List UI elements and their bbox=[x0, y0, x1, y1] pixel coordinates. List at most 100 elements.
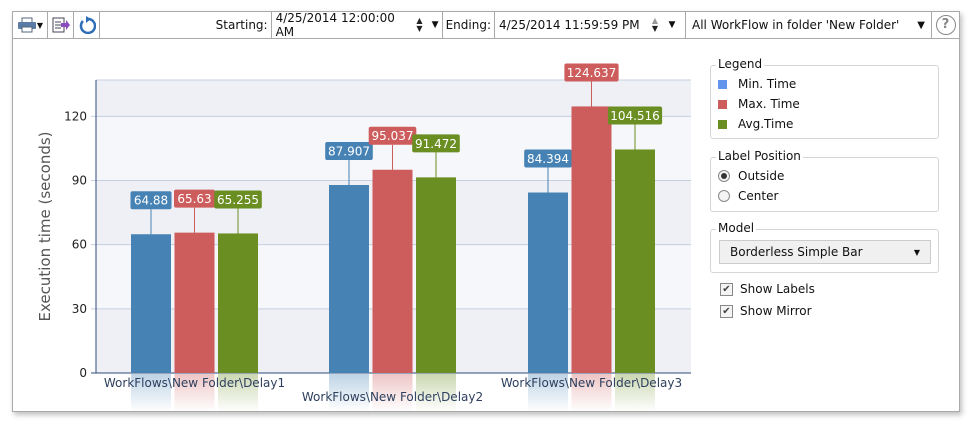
export-icon bbox=[52, 17, 70, 33]
options: ✔ Show Labels ✔ Show Mirror bbox=[713, 278, 815, 322]
refresh-icon bbox=[79, 16, 96, 34]
y-tick-label: 30 bbox=[72, 302, 87, 316]
ending-datetime-picker[interactable]: 4/25/2014 11:59:59 PM ▲ ▼ ▼ bbox=[494, 11, 686, 39]
toolbar: ▼ Starting: 4/25/2014 12:00:00 AM ▲ ▼ ▼ En… bbox=[13, 11, 959, 39]
radio-outside[interactable]: Outside bbox=[711, 166, 938, 186]
printer-icon bbox=[17, 17, 36, 33]
spinner-icon[interactable]: ▲ ▼ bbox=[651, 16, 659, 33]
checkmark-icon[interactable]: ✔ bbox=[720, 282, 733, 296]
radio-label: Center bbox=[738, 189, 779, 203]
y-tick-label: 120 bbox=[64, 109, 87, 123]
data-label-box bbox=[368, 126, 417, 145]
y-axis-title: Execution time (seconds) bbox=[36, 131, 54, 321]
bar-mirror bbox=[528, 374, 568, 412]
model-value: Borderless Simple Bar bbox=[730, 245, 863, 259]
refresh-button[interactable] bbox=[74, 11, 100, 39]
y-tick-label: 60 bbox=[72, 238, 87, 252]
data-label: 124.637 bbox=[567, 66, 617, 80]
data-label-box bbox=[564, 63, 619, 82]
legend-swatch bbox=[718, 119, 727, 129]
chevron-down-icon: ▼ bbox=[36, 20, 44, 30]
label-position-title: Label Position bbox=[716, 149, 803, 163]
ending-value[interactable]: 4/25/2014 11:59:59 PM bbox=[499, 18, 640, 32]
export-button[interactable] bbox=[48, 11, 74, 39]
data-label-box bbox=[607, 106, 663, 125]
radio-label: Outside bbox=[738, 169, 785, 183]
bar[interactable] bbox=[416, 177, 456, 373]
label-position-panel: Label Position Outside Center bbox=[710, 149, 939, 212]
x-tick-label: WorkFlows\New Folder\Delay2 bbox=[302, 390, 483, 404]
bar-mirror bbox=[372, 374, 413, 412]
bar[interactable] bbox=[372, 169, 413, 373]
data-label: 84.394 bbox=[527, 152, 569, 166]
model-panel: Model Borderless Simple Bar ▼ bbox=[710, 221, 939, 273]
chart-window: ▼ Starting: 4/25/2014 12:00:00 AM ▲ ▼ ▼ En… bbox=[12, 11, 960, 412]
data-label: 64.88 bbox=[134, 194, 168, 208]
show-labels-checkbox[interactable]: ✔ Show Labels bbox=[713, 278, 815, 300]
data-label-box bbox=[412, 134, 460, 153]
show-mirror-checkbox[interactable]: ✔ Show Mirror bbox=[713, 300, 815, 322]
radio-center[interactable]: Center bbox=[711, 186, 938, 206]
bar-chart: 0 30 60 90 120 Execution time (seconds) 64.88 6… bbox=[36, 63, 691, 412]
bar-mirror bbox=[615, 374, 655, 412]
data-label: 65.63 bbox=[177, 192, 211, 206]
x-tick-label: WorkFlows\New Folder\Delay1 bbox=[104, 376, 285, 390]
chevron-down-icon: ▼ bbox=[913, 247, 920, 257]
legend-label: Avg.Time bbox=[738, 117, 794, 131]
radio-button[interactable] bbox=[718, 190, 730, 202]
y-tick-label: 90 bbox=[72, 174, 87, 188]
data-label-box bbox=[325, 141, 373, 160]
workflow-filter-value: All WorkFlow in folder 'New Folder' bbox=[692, 18, 900, 32]
radio-button[interactable] bbox=[718, 170, 730, 182]
bar-mirror bbox=[571, 374, 612, 412]
bar[interactable] bbox=[218, 233, 258, 373]
data-label: 65.255 bbox=[217, 193, 259, 207]
legend-swatch bbox=[718, 79, 727, 89]
workflow-filter-dropdown[interactable]: All WorkFlow in folder 'New Folder' ▼ bbox=[686, 11, 932, 39]
chevron-down-icon[interactable]: ▼ bbox=[431, 20, 439, 30]
bar[interactable] bbox=[329, 184, 369, 373]
legend-panel: Legend Min. Time Max. Time Avg.Time bbox=[710, 57, 939, 139]
help-button[interactable]: ? bbox=[932, 15, 959, 35]
starting-datetime-picker[interactable]: 4/25/2014 12:00:00 AM ▲ ▼ ▼ bbox=[270, 11, 443, 39]
legend-item: Min. Time bbox=[711, 74, 938, 94]
print-button[interactable]: ▼ bbox=[13, 11, 48, 39]
legend-label: Max. Time bbox=[738, 97, 800, 111]
legend-item: Max. Time bbox=[711, 94, 938, 114]
data-label-box bbox=[174, 189, 215, 208]
bar[interactable] bbox=[528, 192, 568, 373]
chevron-down-icon: ▼ bbox=[917, 19, 925, 31]
checkmark-icon[interactable]: ✔ bbox=[720, 304, 733, 318]
data-label: 104.516 bbox=[610, 109, 660, 123]
starting-value[interactable]: 4/25/2014 12:00:00 AM bbox=[275, 11, 395, 39]
legend-item: Avg.Time bbox=[711, 114, 938, 134]
bar[interactable] bbox=[174, 232, 215, 373]
show-mirror-label: Show Mirror bbox=[740, 304, 812, 318]
data-label-box bbox=[214, 190, 262, 209]
ending-label: Ending: bbox=[445, 18, 491, 32]
bar-mirror bbox=[416, 374, 456, 412]
data-label-box bbox=[524, 149, 572, 168]
model-dropdown[interactable]: Borderless Simple Bar ▼ bbox=[719, 240, 931, 264]
y-tick-label: 0 bbox=[79, 366, 87, 380]
spinner-icon[interactable]: ▲ ▼ bbox=[416, 16, 423, 33]
bar-mirror bbox=[218, 374, 258, 412]
legend-label: Min. Time bbox=[738, 77, 797, 91]
legend-title: Legend bbox=[716, 57, 765, 71]
model-title: Model bbox=[716, 221, 757, 235]
x-tick-label: WorkFlows\New Folder\Delay3 bbox=[501, 376, 682, 390]
bar-mirror bbox=[329, 374, 369, 412]
show-labels-label: Show Labels bbox=[740, 282, 815, 296]
bar[interactable] bbox=[131, 234, 171, 373]
starting-label: Starting: bbox=[215, 18, 268, 32]
help-icon: ? bbox=[935, 15, 956, 35]
data-label: 87.907 bbox=[328, 144, 370, 158]
bar[interactable] bbox=[571, 106, 612, 373]
data-label: 91.472 bbox=[415, 137, 457, 151]
data-label-box bbox=[130, 191, 172, 210]
chevron-down-icon[interactable]: ▼ bbox=[668, 20, 676, 30]
bar-mirror bbox=[174, 374, 215, 412]
bar[interactable] bbox=[615, 149, 655, 373]
bar-mirror bbox=[131, 374, 171, 412]
data-label: 95.037 bbox=[372, 129, 414, 143]
